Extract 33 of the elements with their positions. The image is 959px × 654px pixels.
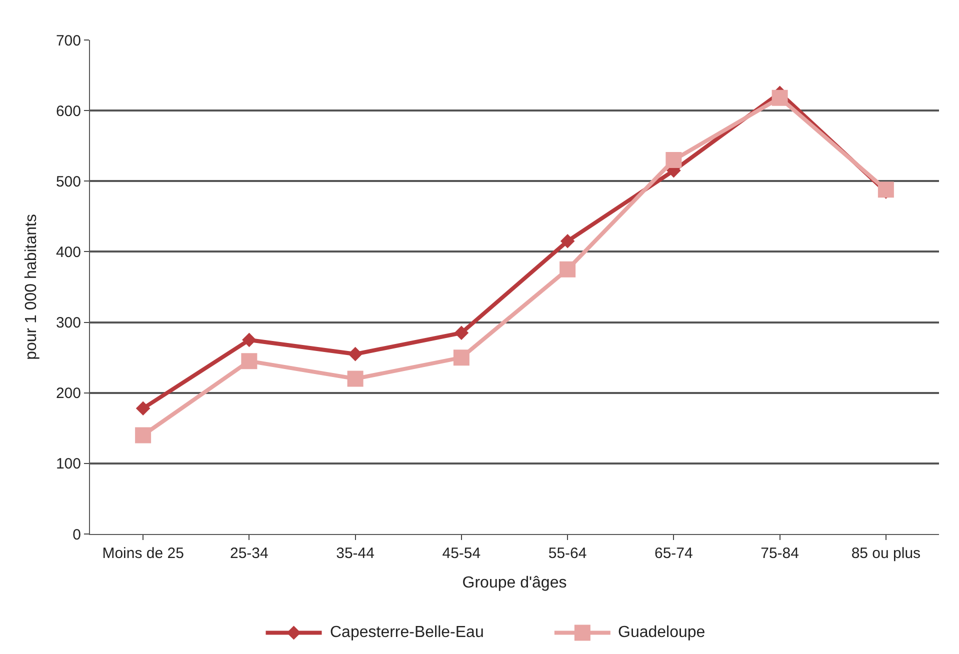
point [453,350,470,366]
point [347,370,364,387]
x-tick-label: 45-54 [442,545,481,562]
x-tick-label: 25-34 [230,545,268,562]
point [241,353,258,370]
x-tick-label: 65-74 [654,545,693,562]
y-axis-title: pour 1 000 habitants [22,214,40,360]
point [560,234,575,248]
x-tick-label: 75-84 [760,545,799,562]
x-tick-label: 85 ou plus [851,545,921,562]
y-tick-label: 100 [56,456,81,473]
point [666,152,682,168]
y-tick-label: 700 [56,32,81,50]
point [135,427,152,444]
point [772,90,788,106]
x-axis-title: Groupe d'âges [462,574,567,592]
legend-label: Capesterre-Belle-Eau [330,624,484,641]
legend-label: Guadeloupe [618,624,706,641]
point [136,401,150,416]
point [878,182,894,198]
x-tick-label: 35-44 [336,545,374,562]
y-tick-label: 500 [56,173,81,190]
y-tick-label: 300 [56,314,81,332]
y-tick-label: 0 [72,526,81,544]
x-tick-label: Moins de 25 [102,545,184,562]
point [454,326,469,340]
x-tick-label: 55-64 [548,545,587,562]
point [242,332,256,348]
y-tick-label: 200 [56,385,81,402]
y-tick-label: 600 [56,102,81,120]
point [560,261,576,278]
y-tick-label: 400 [56,244,81,261]
point [348,346,362,362]
